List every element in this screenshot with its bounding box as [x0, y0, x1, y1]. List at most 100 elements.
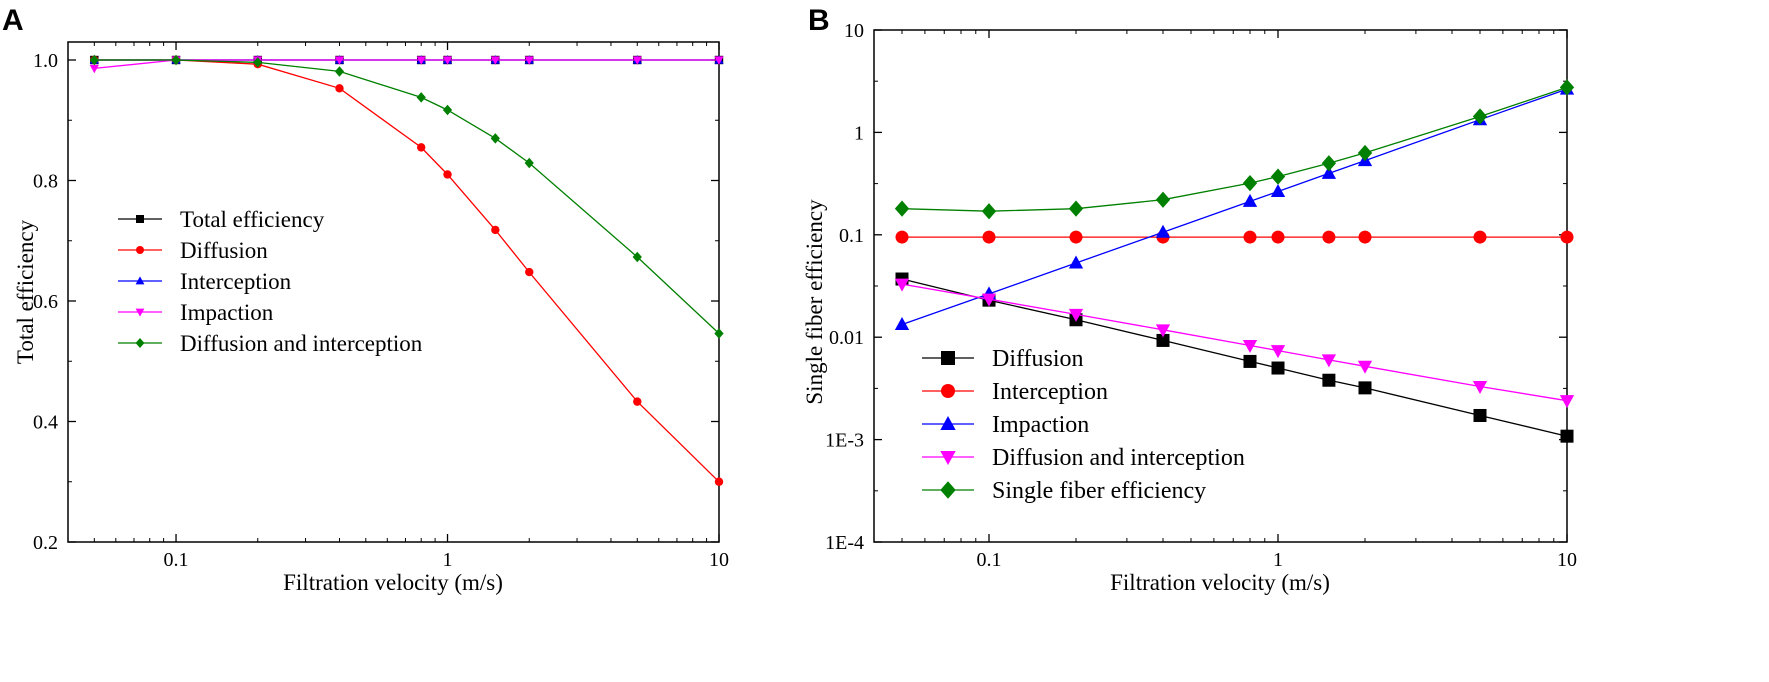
- y-tick-label: 1E-3: [825, 430, 864, 452]
- data-point-diffusion-and-interception: [1321, 354, 1337, 368]
- data-point-impaction: [416, 56, 426, 65]
- panel-a-x-axis-title: Filtration velocity (m/s): [283, 570, 503, 595]
- panel-b-legend: Diffusion Interception Impaction Diffusion …: [922, 346, 1245, 504]
- series-line-diffusion-and-interception: [901, 283, 1568, 402]
- y-tick-label: 0.01: [829, 327, 864, 349]
- legend-label-interception: Interception: [180, 269, 292, 294]
- panel-b: B 0.1 1 10 1E-4 1E-3 0.01 0.1 1 10 Filtration ve…: [802, 4, 1577, 595]
- legend-marker-impaction: [135, 308, 145, 317]
- y-tick-label: 0.2: [33, 532, 58, 554]
- data-point-impaction: [89, 64, 99, 74]
- x-tick-label: 1: [443, 549, 453, 571]
- data-point-diffusion-and-interception: [1155, 324, 1171, 338]
- legend-label-total-efficiency: Total efficiency: [180, 207, 325, 232]
- series-line-single-fiber-efficiency: [901, 86, 1568, 212]
- legend-marker-total-efficiency: [136, 215, 144, 223]
- data-point-diffusion-and-interception: [416, 92, 426, 103]
- series-line-impaction: [94, 59, 719, 70]
- data-point-single-fiber-efficiency: [1270, 168, 1286, 185]
- data-point-impaction: [1155, 224, 1171, 238]
- data-point-single-fiber-efficiency: [981, 203, 997, 220]
- data-point-single-fiber-efficiency: [1242, 174, 1258, 192]
- panel-a-plot-frame: [67, 41, 720, 543]
- x-tick-label: 10: [1557, 549, 1577, 571]
- data-point-impaction: [632, 56, 642, 65]
- data-point-diffusion: [443, 170, 452, 179]
- data-point-impaction: [714, 56, 724, 65]
- panel-b-label: B: [808, 4, 830, 37]
- legend-label-diffusion-and-interception: Diffusion and interception: [180, 331, 423, 356]
- data-point-diffusion-and-interception: [981, 293, 997, 307]
- data-point-diffusion-and-interception: [714, 328, 724, 339]
- panel-b-series: [894, 79, 1575, 443]
- y-tick-label: 10: [844, 20, 864, 42]
- y-tick-label: 1: [854, 122, 864, 144]
- data-point-diffusion-and-interception: [171, 54, 181, 66]
- data-point-impaction: [1321, 165, 1337, 179]
- panel-a: A 0.1 1 10 0.2 0.4 0.6 0.8 1.0 Filtration veloc…: [2, 4, 729, 595]
- panel-b-ticks: 0.1 1 10 1E-4 1E-3 0.01 0.1 1 10: [825, 20, 1577, 571]
- series-line-impaction: [901, 88, 1568, 326]
- legend-label-impaction: Impaction: [992, 412, 1089, 438]
- series-line-diffusion-and-interception: [94, 59, 720, 334]
- legend-marker-impaction: [940, 415, 956, 430]
- y-tick-label: 1E-4: [825, 532, 864, 554]
- data-point-diffusion-and-interception: [89, 54, 99, 66]
- panel-a-y-axis-title: Total efficiency: [13, 219, 38, 364]
- data-point-diffusion: [1358, 381, 1372, 395]
- legend-label-single-fiber-efficiency: Single fiber efficiency: [992, 478, 1206, 504]
- data-point-diffusion-and-interception: [253, 57, 263, 68]
- data-point-impaction: [894, 317, 910, 331]
- data-point-diffusion: [417, 143, 426, 152]
- legend-label-impaction: Impaction: [180, 300, 274, 325]
- x-tick-label: 1: [1273, 549, 1283, 571]
- data-point-diffusion: [1243, 354, 1257, 368]
- x-tick-label: 0.1: [977, 549, 1002, 571]
- data-point-interception: [1243, 230, 1257, 244]
- data-point-single-fiber-efficiency: [894, 200, 910, 217]
- data-point-interception: [982, 230, 996, 244]
- data-point-diffusion: [1322, 373, 1336, 387]
- data-point-diffusion-and-interception: [1068, 308, 1084, 322]
- data-point-single-fiber-efficiency: [1559, 79, 1575, 96]
- y-tick-label: 0.6: [33, 291, 58, 313]
- data-point-diffusion: [714, 477, 724, 486]
- legend-marker-single-fiber-efficiency: [940, 481, 956, 499]
- data-point-single-fiber-efficiency: [1155, 191, 1171, 208]
- data-point-diffusion-and-interception: [1559, 395, 1575, 409]
- y-tick-label: 0.1: [839, 225, 864, 247]
- data-point-diffusion: [335, 84, 344, 93]
- x-tick-label: 10: [709, 549, 729, 571]
- panel-b-y-axis-title: Single fiber efficiency: [802, 199, 827, 405]
- data-point-diffusion-and-interception: [490, 133, 500, 144]
- legend-marker-interception: [135, 276, 145, 285]
- data-point-diffusion: [1271, 361, 1285, 375]
- data-point-impaction: [1068, 255, 1084, 269]
- data-point-interception: [895, 230, 909, 244]
- y-tick-label: 1.0: [33, 50, 58, 72]
- data-point-diffusion: [1156, 333, 1170, 347]
- panel-a-series: [89, 54, 724, 486]
- data-point-interception: [1322, 230, 1336, 244]
- data-point-diffusion-and-interception: [442, 104, 453, 116]
- panel-a-label: A: [2, 4, 24, 37]
- data-point-diffusion-and-interception: [894, 278, 910, 292]
- series-line-diffusion: [901, 278, 1568, 437]
- legend-label-diffusion-and-interception: Diffusion and interception: [992, 445, 1245, 471]
- data-point-impaction: [1270, 183, 1286, 197]
- data-point-diffusion: [1473, 408, 1487, 422]
- data-point-impaction: [1242, 193, 1258, 207]
- data-point-single-fiber-efficiency: [1357, 144, 1373, 162]
- panel-a-ticks: 0.1 1 10 0.2 0.4 0.6 0.8 1.0: [33, 42, 729, 571]
- series-line-diffusion: [94, 59, 720, 483]
- legend-marker-diffusion-and-interception: [135, 338, 145, 348]
- data-point-impaction: [490, 56, 500, 65]
- data-point-diffusion-and-interception: [1472, 380, 1488, 394]
- data-point-interception: [1473, 230, 1487, 244]
- data-point-impaction: [334, 56, 345, 65]
- data-point-diffusion: [633, 397, 642, 406]
- legend-label-diffusion: Diffusion: [180, 238, 268, 263]
- panel-b-x-axis-title: Filtration velocity (m/s): [1110, 570, 1330, 595]
- legend-marker-diffusion-and-interception: [940, 451, 956, 466]
